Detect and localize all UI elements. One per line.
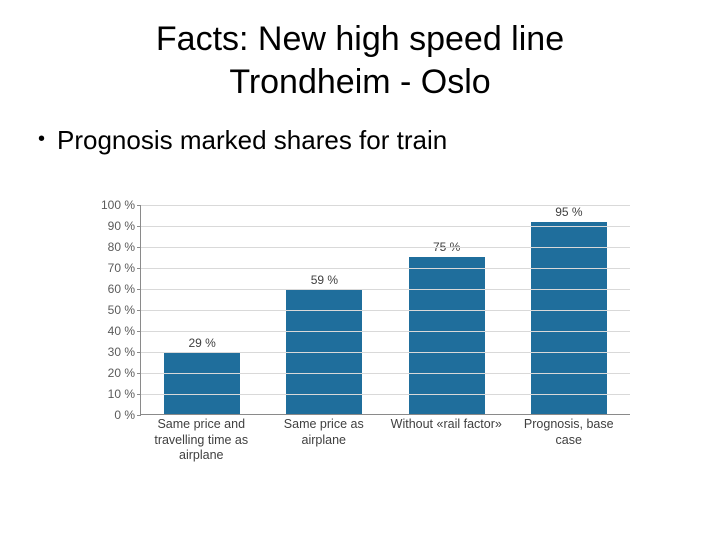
chart-y-tick: 0 % — [114, 408, 135, 422]
chart-y-tick: 10 % — [108, 387, 135, 401]
title-line-1: Facts: New high speed line — [156, 20, 564, 58]
chart-y-tick-mark — [137, 226, 141, 227]
slide: Facts: New high speed line Trondheim - O… — [0, 0, 720, 540]
chart-x-labels: Same price and travelling time as airpla… — [140, 417, 630, 464]
chart-y-tick-mark — [137, 373, 141, 374]
chart-gridline — [141, 205, 630, 206]
title-line-2: Trondheim - Oslo — [229, 63, 490, 101]
slide-title: Facts: New high speed line Trondheim - O… — [28, 18, 692, 103]
chart-gridline — [141, 289, 630, 290]
chart-x-label: Prognosis, base case — [508, 417, 631, 464]
chart-y-tick: 60 % — [108, 282, 135, 296]
bar-chart: 29 %59 %75 %95 % 0 %10 %20 %30 %40 %50 %… — [80, 195, 640, 505]
chart-x-label: Same price as airplane — [263, 417, 386, 464]
chart-y-tick-mark — [137, 268, 141, 269]
bullet-text: Prognosis marked shares for train — [57, 125, 447, 156]
chart-x-label: Without «rail factor» — [385, 417, 508, 464]
chart-bar-value-label: 59 % — [311, 273, 338, 287]
chart-y-tick: 20 % — [108, 366, 135, 380]
chart-gridline — [141, 247, 630, 248]
chart-gridline — [141, 268, 630, 269]
chart-y-tick: 80 % — [108, 240, 135, 254]
chart-y-tick-mark — [137, 415, 141, 416]
chart-y-tick: 70 % — [108, 261, 135, 275]
chart-bar-value-label: 95 % — [555, 205, 582, 219]
chart-gridline — [141, 310, 630, 311]
chart-y-tick: 30 % — [108, 345, 135, 359]
chart-bar — [409, 257, 485, 415]
chart-gridline — [141, 352, 630, 353]
chart-y-tick-mark — [137, 310, 141, 311]
chart-y-tick: 100 % — [101, 198, 135, 212]
chart-y-tick-mark — [137, 352, 141, 353]
chart-gridline — [141, 394, 630, 395]
chart-y-tick: 50 % — [108, 303, 135, 317]
chart-y-tick-mark — [137, 205, 141, 206]
chart-gridline — [141, 373, 630, 374]
chart-bar — [164, 353, 240, 414]
chart-y-tick-mark — [137, 289, 141, 290]
chart-bar — [531, 222, 607, 414]
chart-plot-area: 29 %59 %75 %95 % 0 %10 %20 %30 %40 %50 %… — [140, 205, 630, 415]
chart-y-tick: 40 % — [108, 324, 135, 338]
bullet-item: • Prognosis marked shares for train — [38, 125, 692, 156]
chart-gridline — [141, 226, 630, 227]
chart-y-tick-mark — [137, 247, 141, 248]
chart-bar-value-label: 29 % — [188, 336, 215, 350]
chart-y-tick: 90 % — [108, 219, 135, 233]
chart-y-tick-mark — [137, 394, 141, 395]
chart-gridline — [141, 331, 630, 332]
chart-y-tick-mark — [137, 331, 141, 332]
chart-x-label: Same price and travelling time as airpla… — [140, 417, 263, 464]
bullet-icon: • — [38, 125, 45, 153]
